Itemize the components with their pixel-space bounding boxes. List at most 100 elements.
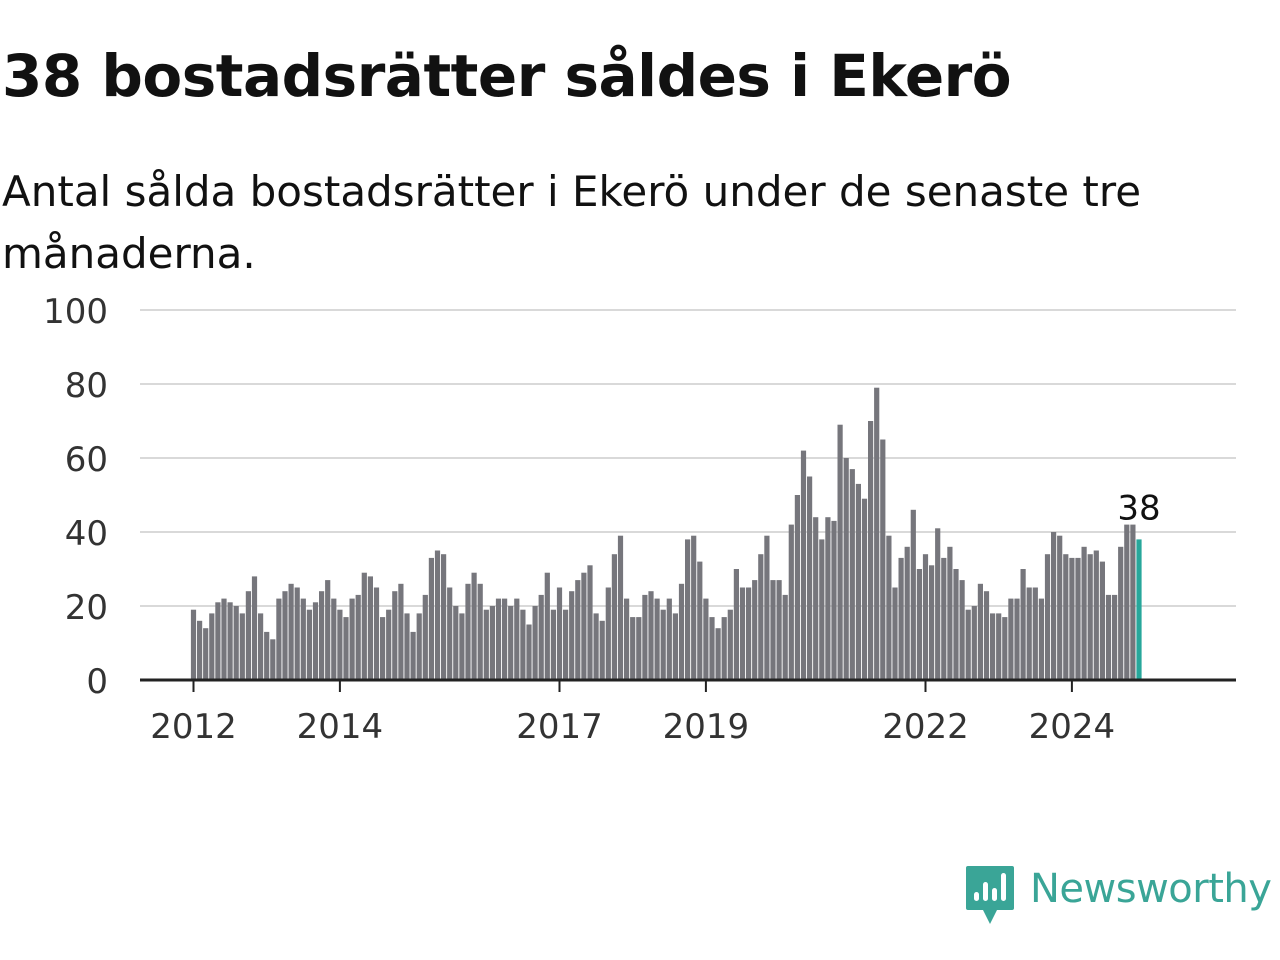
bar (245, 591, 251, 680)
x-tick-label: 2017 (516, 707, 603, 747)
x-tick-label: 2014 (297, 707, 384, 747)
bar (611, 554, 617, 680)
bar (807, 476, 813, 680)
bar (251, 576, 258, 680)
bar (441, 554, 447, 680)
bar (526, 624, 532, 680)
bar (599, 620, 605, 680)
bar (898, 557, 904, 680)
bar (1032, 587, 1038, 680)
bar (868, 421, 874, 680)
bar (361, 572, 367, 680)
bar (550, 609, 556, 680)
bar-chart: 0 20 40 60 80 100 2012 2014 2017 2019 2022 2024 38 (43, 292, 1236, 747)
bar (227, 602, 233, 680)
bar (276, 598, 282, 680)
bar (819, 539, 825, 680)
brand: Newsworthy (964, 862, 1272, 928)
bar (392, 591, 398, 680)
bar (843, 458, 849, 680)
bar (1112, 594, 1118, 680)
x-tick-label: 2019 (663, 707, 750, 747)
bar (782, 594, 788, 680)
bar (428, 557, 434, 680)
bar (1130, 524, 1136, 680)
bar (1014, 598, 1020, 680)
bar (422, 594, 428, 680)
bar (355, 594, 361, 680)
y-tick-label: 20 (65, 588, 108, 628)
bar (648, 591, 654, 680)
bar (861, 498, 868, 680)
y-tick-label: 40 (65, 514, 108, 554)
bar (410, 631, 416, 680)
bar (990, 613, 996, 680)
bar (983, 591, 990, 680)
bar (752, 580, 758, 680)
bar (636, 617, 642, 680)
bar (971, 606, 977, 680)
bar (1044, 554, 1051, 680)
bar (965, 609, 971, 680)
bar (892, 587, 898, 680)
bar (282, 591, 288, 680)
bar (922, 554, 929, 680)
data-labels: 38 (1117, 488, 1160, 528)
bar (685, 539, 691, 680)
x-axis: 2012 2014 2017 2019 2022 2024 (140, 678, 1236, 747)
bar (1093, 550, 1099, 680)
bar (239, 613, 245, 680)
bar (849, 469, 855, 680)
bar (642, 594, 648, 680)
bar (459, 613, 465, 680)
bar (471, 572, 477, 680)
bar (764, 535, 770, 680)
bar (373, 587, 380, 680)
bar (197, 620, 203, 680)
bar (416, 613, 422, 680)
bar (343, 617, 349, 680)
bar (404, 613, 410, 680)
bar (190, 609, 197, 680)
y-tick-label: 0 (86, 662, 108, 702)
bar (721, 617, 727, 680)
bar (697, 561, 703, 680)
bar (453, 606, 459, 680)
bar (758, 554, 764, 680)
bar (319, 591, 325, 680)
bar (312, 602, 319, 680)
newsworthy-logo-icon (966, 866, 1014, 924)
bar (672, 613, 678, 680)
bar (233, 606, 239, 680)
bar (1008, 598, 1014, 680)
x-tick-label: 2012 (150, 707, 237, 747)
bar (508, 606, 514, 680)
bar (733, 569, 739, 680)
bar (270, 639, 276, 680)
bar (1118, 546, 1124, 680)
bar (520, 609, 526, 680)
bar (1051, 532, 1057, 680)
bar (306, 609, 312, 680)
bar (447, 587, 453, 680)
bar (514, 598, 520, 680)
chart-title: 38 bostadsrätter såldes i Ekerö (2, 42, 1012, 110)
bar (215, 602, 221, 680)
bar (831, 520, 837, 680)
bar (495, 598, 502, 680)
bar (660, 609, 666, 680)
bar (477, 583, 483, 680)
bar (288, 583, 294, 680)
bar (886, 535, 892, 680)
bar (502, 598, 508, 680)
bar (538, 594, 544, 680)
bar (1038, 598, 1044, 680)
bar (953, 569, 959, 680)
bar (1002, 617, 1008, 680)
x-tick-label: 2022 (882, 707, 969, 747)
bar (727, 609, 733, 680)
y-tick-label: 100 (43, 292, 108, 332)
bar (691, 535, 697, 680)
bar (581, 572, 587, 680)
bar (630, 617, 636, 680)
